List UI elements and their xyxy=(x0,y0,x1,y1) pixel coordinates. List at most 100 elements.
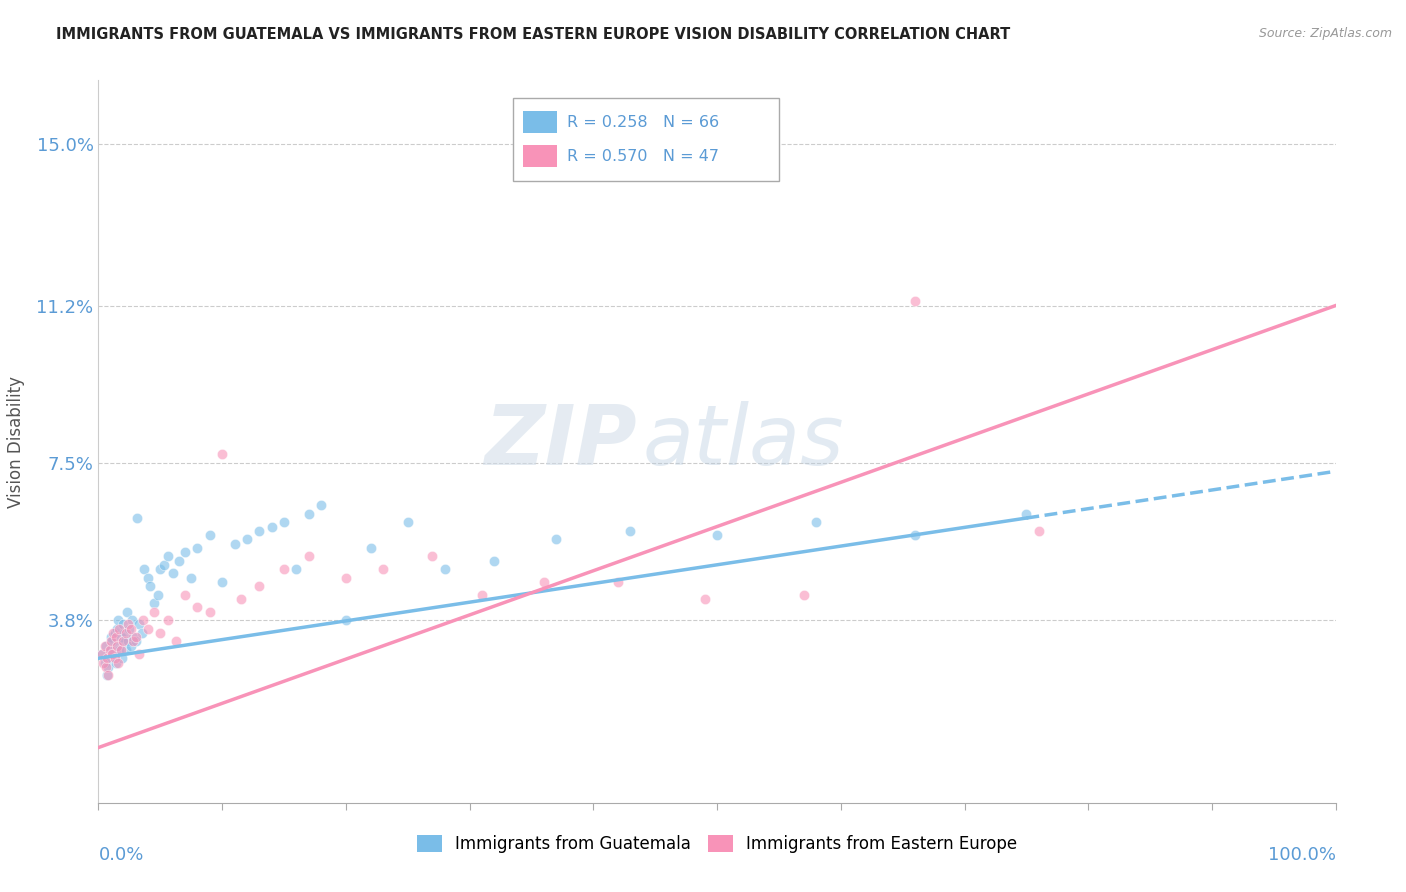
Point xyxy=(285,562,308,576)
Point xyxy=(335,570,357,584)
Point xyxy=(103,625,125,640)
Point xyxy=(111,651,134,665)
Legend: Immigrants from Guatemala, Immigrants from Eastern Europe: Immigrants from Guatemala, Immigrants fr… xyxy=(411,828,1024,860)
Point xyxy=(149,562,172,576)
Point xyxy=(619,524,641,538)
Point xyxy=(103,651,125,665)
Point xyxy=(422,549,444,564)
FancyBboxPatch shape xyxy=(523,145,557,167)
Point xyxy=(103,647,125,661)
Point xyxy=(139,579,162,593)
Text: 100.0%: 100.0% xyxy=(1268,847,1336,864)
Y-axis label: Vision Disability: Vision Disability xyxy=(7,376,25,508)
Point xyxy=(91,647,114,661)
Point xyxy=(110,642,132,657)
Point xyxy=(118,622,141,636)
Point xyxy=(309,498,332,512)
Point xyxy=(153,558,176,572)
Point xyxy=(371,562,394,576)
Point xyxy=(165,634,187,648)
Point xyxy=(100,630,122,644)
Point xyxy=(804,516,827,530)
Point xyxy=(198,605,221,619)
Point xyxy=(546,533,568,547)
Point xyxy=(198,528,221,542)
Point xyxy=(101,647,124,661)
Point xyxy=(247,579,270,593)
Point xyxy=(96,668,118,682)
Point xyxy=(104,630,127,644)
Point xyxy=(260,519,283,533)
Text: 0.0%: 0.0% xyxy=(98,847,143,864)
Point xyxy=(112,617,135,632)
Point xyxy=(186,541,208,555)
Point xyxy=(98,651,121,665)
Text: Source: ZipAtlas.com: Source: ZipAtlas.com xyxy=(1258,27,1392,40)
Point xyxy=(174,545,197,559)
Point xyxy=(105,639,128,653)
Point xyxy=(273,562,295,576)
Point xyxy=(93,639,115,653)
Point xyxy=(706,528,728,542)
Point xyxy=(186,600,208,615)
Point xyxy=(128,647,150,661)
Point xyxy=(128,617,150,632)
Point xyxy=(115,605,138,619)
Point xyxy=(98,642,121,657)
Point xyxy=(156,549,179,564)
Point xyxy=(167,553,190,567)
Point xyxy=(124,634,146,648)
Text: R = 0.258   N = 66: R = 0.258 N = 66 xyxy=(568,115,720,129)
Text: atlas: atlas xyxy=(643,401,845,482)
Point xyxy=(131,625,153,640)
Point xyxy=(298,549,321,564)
Point xyxy=(97,660,120,674)
FancyBboxPatch shape xyxy=(513,98,779,181)
Point xyxy=(793,588,815,602)
Point xyxy=(121,613,143,627)
Point xyxy=(104,656,127,670)
Point xyxy=(1028,524,1050,538)
Point xyxy=(1015,507,1038,521)
Point xyxy=(93,656,115,670)
Point xyxy=(433,562,456,576)
Point xyxy=(143,605,166,619)
Point xyxy=(114,642,136,657)
Point xyxy=(125,511,148,525)
Point xyxy=(120,622,142,636)
Point xyxy=(396,516,419,530)
Point xyxy=(110,630,132,644)
Point xyxy=(107,656,129,670)
Text: IMMIGRANTS FROM GUATEMALA VS IMMIGRANTS FROM EASTERN EUROPE VISION DISABILITY CO: IMMIGRANTS FROM GUATEMALA VS IMMIGRANTS … xyxy=(56,27,1011,42)
Point xyxy=(93,656,115,670)
Point xyxy=(114,625,136,640)
Point xyxy=(107,613,129,627)
Point xyxy=(132,613,155,627)
Point xyxy=(122,634,145,648)
Point xyxy=(335,613,357,627)
Point xyxy=(471,588,494,602)
Point xyxy=(146,588,169,602)
Point xyxy=(117,634,139,648)
Point xyxy=(136,622,159,636)
FancyBboxPatch shape xyxy=(523,112,557,133)
Point xyxy=(136,570,159,584)
Point xyxy=(224,536,246,550)
Point xyxy=(124,630,146,644)
Point xyxy=(156,613,179,627)
Point xyxy=(693,591,716,606)
Text: R = 0.570   N = 47: R = 0.570 N = 47 xyxy=(568,149,720,163)
Point xyxy=(100,634,122,648)
Point xyxy=(101,634,124,648)
Point xyxy=(174,588,197,602)
Point xyxy=(94,660,117,674)
Point xyxy=(96,651,118,665)
Point xyxy=(105,639,128,653)
Point xyxy=(134,562,156,576)
Point xyxy=(108,622,131,636)
Point xyxy=(105,622,128,636)
Point xyxy=(97,668,120,682)
Point xyxy=(94,639,117,653)
Point xyxy=(533,574,555,589)
Point xyxy=(100,642,122,657)
